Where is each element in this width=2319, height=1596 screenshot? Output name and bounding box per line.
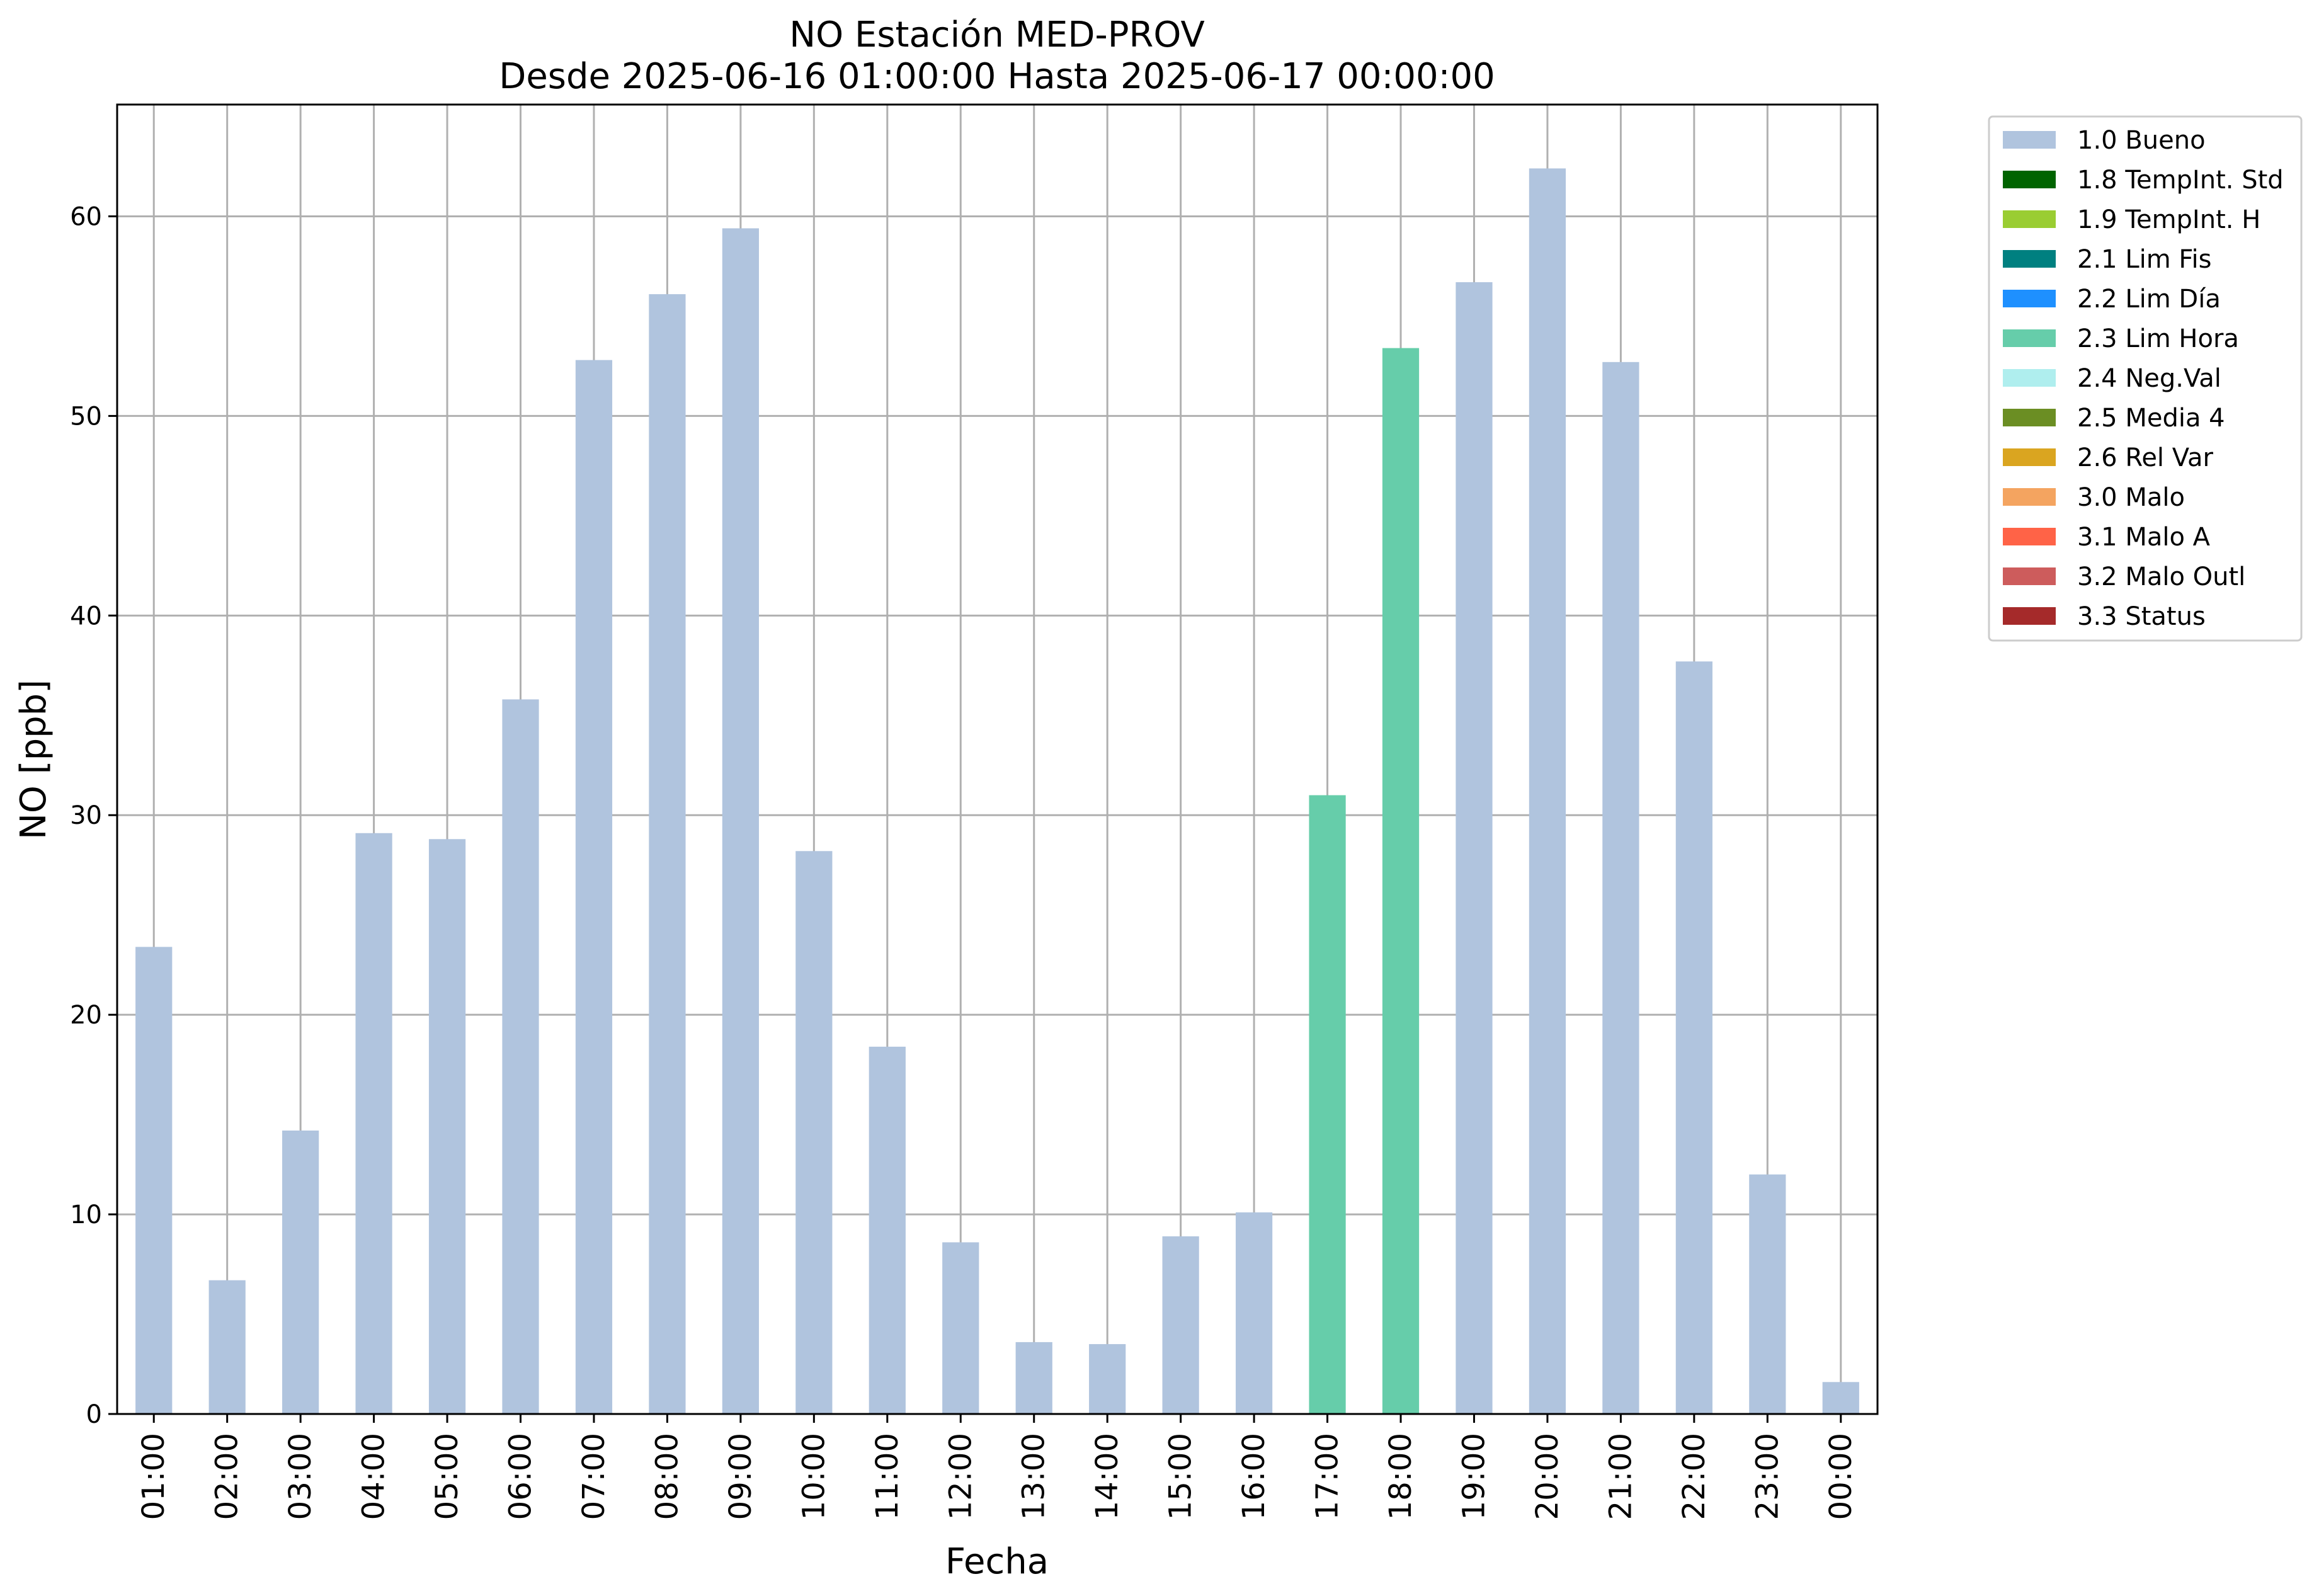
bar	[1235, 1212, 1273, 1414]
legend-label: 2.3 Lim Hora	[2077, 324, 2239, 353]
y-tick-label: 20	[70, 1001, 102, 1030]
chart-subtitle: Desde 2025-06-16 01:00:00 Hasta 2025-06-…	[499, 56, 1495, 97]
legend-label: 1.9 TempInt. H	[2077, 205, 2260, 234]
x-tick-label: 18:00	[1383, 1433, 1418, 1520]
x-tick-label: 21:00	[1603, 1433, 1638, 1520]
x-tick-label: 23:00	[1750, 1433, 1785, 1520]
legend-swatch	[2003, 131, 2056, 149]
x-tick-label: 09:00	[723, 1433, 758, 1520]
x-tick-label: 16:00	[1236, 1433, 1272, 1520]
legend: 1.0 Bueno 1.8 TempInt. Std 1.9 TempInt. H 2…	[1988, 115, 2303, 642]
y-tick-label: 40	[70, 601, 102, 630]
bar	[1529, 168, 1566, 1414]
x-tick-label: 11:00	[870, 1433, 905, 1520]
x-tick-label: 13:00	[1017, 1433, 1052, 1520]
bar	[575, 360, 613, 1415]
legend-label: 3.2 Malo Outl	[2077, 562, 2245, 591]
legend-label: 1.0 Bueno	[2077, 126, 2206, 155]
bar	[1456, 282, 1493, 1414]
legend-swatch	[2003, 528, 2056, 545]
bar	[502, 699, 539, 1414]
legend-swatch	[2003, 210, 2056, 228]
x-tick-label: 07:00	[576, 1433, 612, 1520]
x-tick-label: 10:00	[796, 1433, 831, 1520]
legend-swatch	[2003, 567, 2056, 585]
legend-label: 3.1 Malo A	[2077, 523, 2211, 552]
x-tick-label: 12:00	[943, 1433, 978, 1520]
y-tick-label: 50	[70, 402, 102, 431]
bar	[135, 947, 173, 1414]
plot-frame	[116, 103, 1879, 1415]
bar	[1822, 1382, 1859, 1414]
bar	[428, 839, 466, 1414]
bars	[135, 168, 1859, 1415]
bar	[1602, 362, 1639, 1414]
x-tick-label: 05:00	[430, 1433, 465, 1520]
legend-swatch	[2003, 171, 2056, 188]
legend-label: 2.5 Media 4	[2077, 404, 2225, 433]
x-tick-label: 00:00	[1823, 1433, 1859, 1520]
bar	[282, 1130, 319, 1414]
x-tick-label: 19:00	[1456, 1433, 1491, 1520]
legend-swatch	[2003, 607, 2056, 625]
x-tick-label: 22:00	[1677, 1433, 1712, 1520]
legend-label: 2.6 Rel Var	[2077, 443, 2214, 472]
x-tick-label: 01:00	[136, 1433, 171, 1520]
y-axis-label: NO [ppb]	[13, 680, 54, 840]
y-tick-label: 30	[70, 801, 102, 830]
legend-swatch	[2003, 329, 2056, 347]
x-tick-label: 08:00	[649, 1433, 685, 1520]
chart-title: NO Estación MED-PROV	[789, 14, 1205, 55]
legend-swatch	[2003, 290, 2056, 307]
legend-swatch	[2003, 448, 2056, 466]
legend-label: 2.4 Neg.Val	[2077, 364, 2221, 393]
y-tick-label: 0	[86, 1400, 102, 1429]
legend-swatch	[2003, 488, 2056, 506]
x-tick-label: 03:00	[283, 1433, 318, 1520]
bar	[1162, 1236, 1199, 1414]
x-tick-label: 06:00	[503, 1433, 538, 1520]
y-tick-label: 60	[70, 202, 102, 231]
bar	[1015, 1342, 1052, 1414]
legend-swatch	[2003, 250, 2056, 268]
legend-label: 2.2 Lim Día	[2077, 285, 2221, 314]
legend-label: 3.3 Status	[2077, 602, 2206, 631]
x-tick-label: 17:00	[1310, 1433, 1345, 1520]
bar	[795, 851, 833, 1414]
legend-label: 2.1 Lim Fis	[2077, 245, 2211, 274]
bar	[1749, 1174, 1786, 1414]
legend-swatch	[2003, 369, 2056, 387]
x-tick-label: 20:00	[1530, 1433, 1565, 1520]
x-tick-label: 15:00	[1163, 1433, 1199, 1520]
y-tick-label: 10	[70, 1200, 102, 1229]
bar	[1382, 348, 1420, 1414]
bar	[355, 833, 392, 1414]
bar	[869, 1046, 906, 1414]
x-tick-label: 02:00	[210, 1433, 245, 1520]
y-axis-ticks: 0 10 20 30 40 50 60	[70, 202, 117, 1429]
legend-label: 1.8 TempInt. Std	[2077, 166, 2284, 195]
legend-label: 3.0 Malo	[2077, 483, 2185, 512]
bar	[1089, 1344, 1126, 1414]
bar	[942, 1242, 979, 1414]
bar	[722, 228, 760, 1414]
bar	[1675, 661, 1712, 1414]
legend-box	[1988, 115, 2303, 642]
x-tick-label: 14:00	[1090, 1433, 1125, 1520]
bar	[1309, 795, 1346, 1414]
bar	[208, 1280, 246, 1414]
x-axis-label: Fecha	[945, 1541, 1049, 1582]
x-tick-label: 04:00	[356, 1433, 392, 1520]
x-axis-ticks: 01:00 02:00 03:00 04:00 05:00 06:00 07:00 08:00…	[136, 1414, 1859, 1520]
legend-swatch	[2003, 409, 2056, 426]
bar	[649, 294, 686, 1414]
